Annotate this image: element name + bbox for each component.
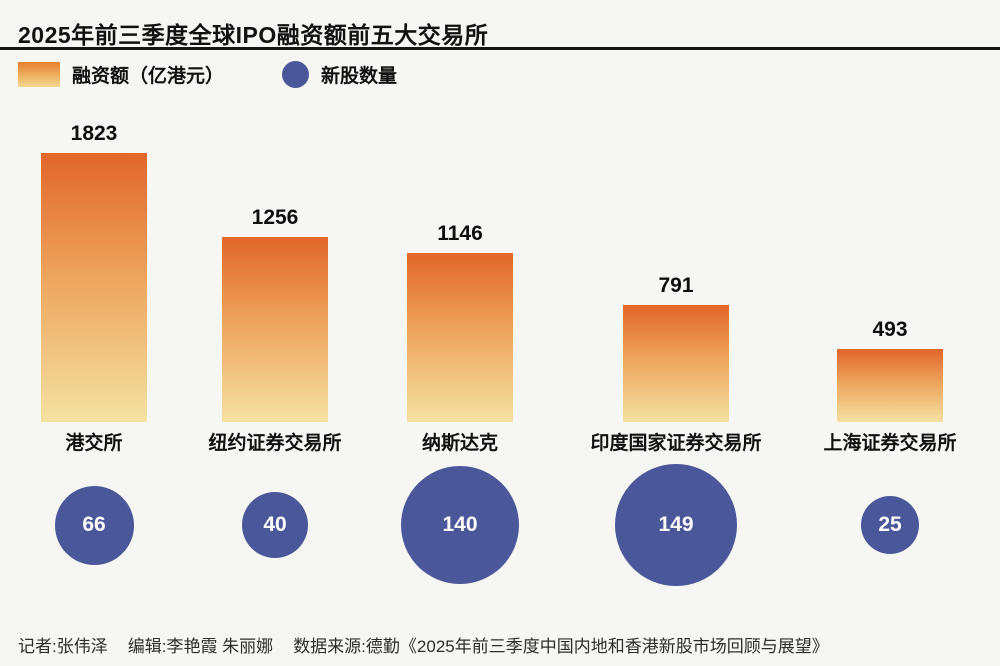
listings-count-label: 66 — [82, 513, 106, 536]
funding-bar — [623, 305, 729, 422]
listings-legend-label: 新股数量 — [321, 65, 398, 87]
bar-value-label: 493 — [872, 318, 908, 341]
exchange-label: 港交所 — [65, 433, 123, 454]
funding-legend-label: 融资额（亿港元） — [72, 65, 225, 87]
listings-circle: 25 — [861, 496, 919, 554]
listings-count-label: 25 — [878, 513, 902, 536]
reporter-credit: 记者:张伟泽 — [18, 637, 108, 656]
exchange-label: 纽约证券交易所 — [208, 433, 342, 454]
title-underline — [0, 47, 1000, 50]
chart-column: 1823 — [0, 0, 194, 422]
listings-count-label: 149 — [658, 513, 694, 536]
listings-circle-slot: 149 — [576, 462, 776, 588]
funding-bar — [222, 237, 328, 422]
listings-count-label: 40 — [263, 513, 287, 536]
listings-circle: 40 — [242, 492, 308, 558]
page-title: 2025年前三季度全球IPO融资额前五大交易所 — [18, 22, 489, 48]
listings-circle-slot: 40 — [175, 462, 375, 588]
funding-legend-swatch — [18, 61, 60, 87]
chart-column: 1146 — [360, 0, 560, 422]
funding-bar — [41, 153, 147, 422]
listings-circle: 140 — [401, 466, 519, 584]
chart-legend: 融资额（亿港元） 新股数量 — [18, 59, 397, 89]
listings-count-label: 140 — [442, 513, 478, 536]
chart-column: 1256 — [175, 0, 375, 422]
chart-column: 791 — [576, 0, 776, 422]
listings-circle-slot: 25 — [790, 462, 990, 588]
listings-circle-slot: 140 — [360, 462, 560, 588]
listings-circle-slot: 66 — [0, 462, 194, 588]
listings-circle: 149 — [615, 464, 737, 586]
listings-circle: 66 — [54, 485, 134, 565]
data-source: 数据来源:德勤《2025年前三季度中国内地和香港新股市场回顾与展望》 — [293, 637, 829, 656]
bar-value-label: 1256 — [251, 206, 299, 229]
funding-bar — [407, 253, 513, 422]
exchange-label: 上海证券交易所 — [823, 433, 957, 454]
bar-value-label: 791 — [658, 274, 694, 297]
exchange-label: 纳斯达克 — [421, 433, 498, 454]
editor-credit: 编辑:李艳霞 朱丽娜 — [127, 637, 274, 656]
listings-legend-dot-icon — [282, 60, 310, 88]
funding-bar — [837, 349, 943, 422]
bar-value-label: 1146 — [437, 222, 483, 245]
exchange-label: 印度国家证券交易所 — [590, 433, 762, 454]
bar-value-label: 1823 — [70, 122, 118, 145]
chart-column: 493 — [790, 0, 990, 422]
source-credits: 记者:张伟泽 编辑:李艳霞 朱丽娜 数据来源:德勤《2025年前三季度中国内地和… — [18, 632, 829, 657]
